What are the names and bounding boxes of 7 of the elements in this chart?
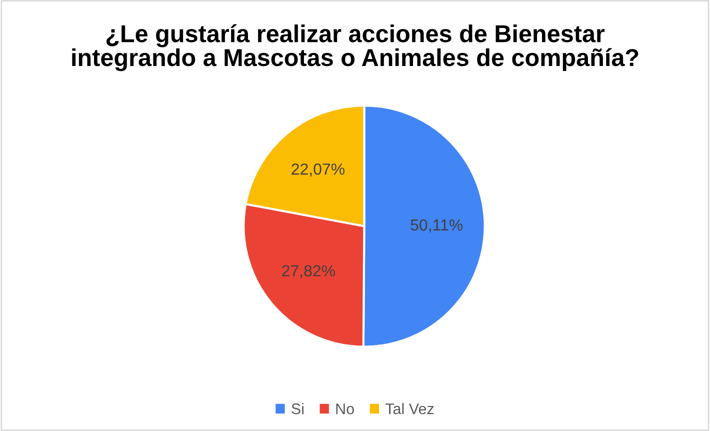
data-label: 22,07% (292, 163, 345, 177)
legend-label: Si (292, 403, 304, 414)
legend-label: No (336, 404, 354, 414)
chart-title: ¿Le gustaría realizar acciones de Bienestar integrando a Mascotas o Animales de compañía? (72, 24, 638, 72)
data-label: 27,82% (282, 265, 335, 278)
legend-label: Tal Vez (385, 403, 434, 414)
data-label: 50,11% (410, 219, 463, 233)
